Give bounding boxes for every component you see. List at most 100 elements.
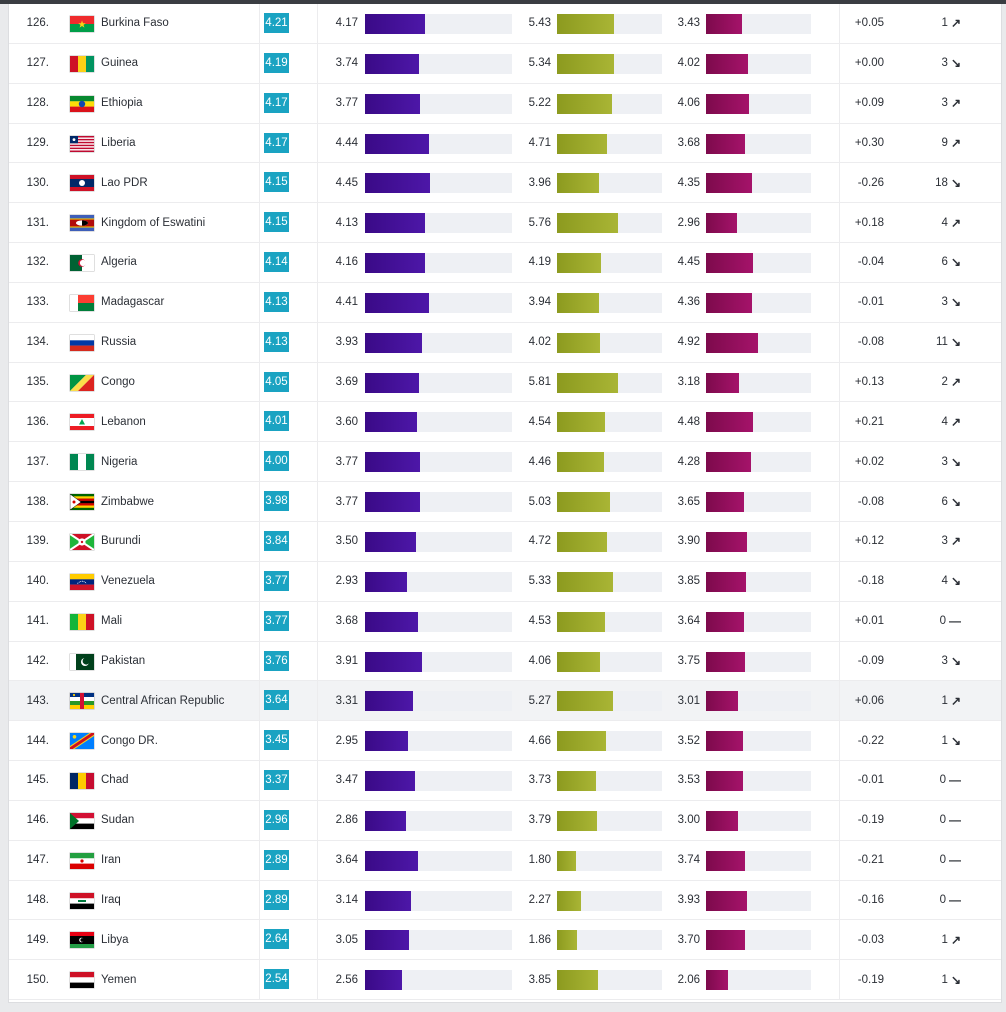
table-row[interactable]: 133. Madagascar 4.13 4.41 3.94 4.36 -0.0… — [9, 282, 1001, 323]
column-divider — [317, 800, 318, 840]
bar-track-1 — [365, 14, 512, 34]
table-row[interactable]: 130. Lao PDR 4.15 4.45 3.96 4.35 -0.26 1… — [9, 163, 1001, 204]
country-name[interactable]: Russia — [101, 336, 137, 349]
bar-track-2 — [557, 492, 662, 513]
bar-track-2 — [557, 531, 662, 552]
table-row[interactable]: 134. Russia 4.13 3.93 4.02 4.92 -0.08 11… — [9, 322, 1001, 363]
rank: 146. — [26, 814, 49, 827]
country-name[interactable]: Ethiopia — [101, 97, 143, 110]
table-row[interactable]: 147. Iran 2.89 3.64 1.80 3.74 -0.21 0— — [9, 840, 1001, 881]
country-name[interactable]: Burundi — [101, 535, 141, 548]
table-row[interactable]: 145. Chad 3.37 3.47 3.73 3.53 -0.01 0— — [9, 761, 1001, 801]
score-badge: 3.64 — [264, 690, 289, 711]
bar-track-2 — [557, 253, 662, 274]
table-row[interactable]: 138. Zimbabwe 3.98 3.77 5.03 3.65 -0.08 … — [9, 482, 1001, 522]
table-row[interactable]: 135. Congo 4.05 3.69 5.81 3.18 +0.13 2 ↗ — [9, 362, 1001, 403]
column-divider — [259, 880, 260, 920]
column-divider — [317, 243, 318, 282]
bar-track-3 — [706, 930, 811, 951]
score-change: -0.04 — [857, 256, 884, 269]
country-name[interactable]: Madagascar — [101, 296, 165, 309]
venezuela-flag-icon — [70, 573, 94, 590]
country-name[interactable]: Liberia — [101, 136, 136, 149]
value-3: 4.02 — [677, 57, 700, 70]
column-divider — [259, 203, 260, 243]
country-name[interactable]: Sudan — [101, 814, 135, 827]
country-name[interactable]: Congo DR. — [101, 734, 158, 747]
table-row[interactable]: 146. Sudan 2.96 2.86 3.79 3.00 -0.19 0— — [9, 800, 1001, 841]
country-name[interactable]: Zimbabwe — [101, 495, 155, 508]
table-row[interactable]: 149. Libya 2.64 3.05 1.86 3.70 -0.03 1 ↗ — [9, 920, 1001, 961]
table-row[interactable]: 132. Algeria 4.14 4.16 4.19 4.45 -0.04 6… — [9, 243, 1001, 283]
column-divider — [317, 641, 318, 681]
country-name[interactable]: Kingdom of Eswatini — [101, 216, 206, 229]
country-name[interactable]: Congo — [101, 376, 135, 389]
country-name[interactable]: Chad — [101, 774, 129, 787]
table-row[interactable]: 137. Nigeria 4.00 3.77 4.46 4.28 +0.02 3… — [9, 442, 1001, 483]
table-row[interactable]: 143. Central African Republic 3.64 3.31 … — [9, 681, 1001, 722]
dash-icon: — — [949, 892, 961, 907]
country-name[interactable]: Nigeria — [101, 455, 138, 468]
bar-track-2 — [557, 930, 662, 951]
value-1: 3.77 — [335, 495, 358, 508]
column-divider — [259, 521, 260, 561]
country-name[interactable]: Guinea — [101, 57, 139, 70]
table-row[interactable]: 141. Mali 3.77 3.68 4.53 3.64 +0.01 0— — [9, 601, 1001, 642]
value-3: 3.93 — [677, 893, 700, 906]
country-name[interactable]: Mali — [101, 615, 123, 628]
table-row[interactable]: 131. Kingdom of Eswatini 4.15 4.13 5.76 … — [9, 203, 1001, 244]
bar-track-2 — [557, 850, 662, 871]
bar-1 — [365, 850, 418, 871]
bar-1 — [365, 452, 420, 473]
country-name[interactable]: Iraq — [101, 893, 121, 906]
column-divider — [839, 203, 840, 243]
table-row[interactable]: 136. Lebanon 4.01 3.60 4.54 4.48 +0.21 4… — [9, 402, 1001, 443]
bar-1 — [365, 412, 418, 433]
arrow-down-right-icon: ↘ — [950, 295, 961, 310]
country-name[interactable]: Lao PDR — [101, 176, 148, 189]
bar-2 — [557, 771, 597, 792]
table-row[interactable]: 148. Iraq 2.89 3.14 2.27 3.93 -0.16 0— — [9, 880, 1001, 921]
table-row[interactable]: 140. Venezuela 3.77 2.93 5.33 3.85 -0.18… — [9, 561, 1001, 602]
score-change: -0.22 — [857, 734, 884, 747]
bar-track-1 — [365, 531, 512, 552]
bar-track-3 — [706, 611, 811, 632]
dash-icon: — — [949, 614, 961, 629]
score-badge: 4.05 — [264, 371, 289, 392]
dash-icon: — — [949, 853, 961, 868]
country-name[interactable]: Burkina Faso — [101, 17, 169, 30]
score-change: -0.18 — [857, 575, 884, 588]
country-name[interactable]: Lebanon — [101, 415, 146, 428]
bar-2 — [557, 173, 599, 194]
value-2: 5.27 — [528, 694, 551, 707]
table-row[interactable]: 144. Congo DR. 3.45 2.95 4.66 3.52 -0.22… — [9, 721, 1001, 762]
column-divider — [259, 960, 260, 1000]
column-divider — [839, 561, 840, 601]
table-row[interactable]: 139. Burundi 3.84 3.50 4.72 3.90 +0.12 3… — [9, 521, 1001, 562]
score-change: -0.16 — [857, 893, 884, 906]
bar-track-1 — [365, 571, 512, 592]
column-divider — [259, 243, 260, 282]
country-name[interactable]: Algeria — [101, 256, 137, 269]
table-row[interactable]: 150. Yemen 2.54 2.56 3.85 2.06 -0.19 1 ↘ — [9, 960, 1001, 1001]
country-name[interactable]: Libya — [101, 933, 129, 946]
table-row[interactable]: 129. Liberia 4.17 4.44 4.71 3.68 +0.30 9… — [9, 123, 1001, 164]
bar-3 — [706, 731, 743, 752]
top-edge — [0, 0, 1006, 4]
bar-track-1 — [365, 731, 512, 752]
country-name[interactable]: Iran — [101, 854, 121, 867]
score-change: +0.02 — [854, 455, 884, 468]
country-name[interactable]: Central African Republic — [101, 694, 225, 707]
table-row[interactable]: 126. Burkina Faso 4.21 4.17 5.43 3.43 +0… — [9, 4, 1001, 44]
column-divider — [839, 362, 840, 402]
country-name[interactable]: Yemen — [101, 973, 137, 986]
bar-track-1 — [365, 133, 512, 154]
bar-3 — [706, 452, 751, 473]
bar-track-3 — [706, 492, 811, 513]
table-row[interactable]: 127. Guinea 4.19 3.74 5.34 4.02 +0.00 3 ↘ — [9, 43, 1001, 84]
country-name[interactable]: Venezuela — [101, 575, 155, 588]
rank-move-value: 0 — [939, 814, 946, 827]
table-row[interactable]: 142. Pakistan 3.76 3.91 4.06 3.75 -0.09 … — [9, 641, 1001, 682]
country-name[interactable]: Pakistan — [101, 654, 146, 667]
table-row[interactable]: 128. Ethiopia 4.17 3.77 5.22 4.06 +0.09 … — [9, 83, 1001, 124]
